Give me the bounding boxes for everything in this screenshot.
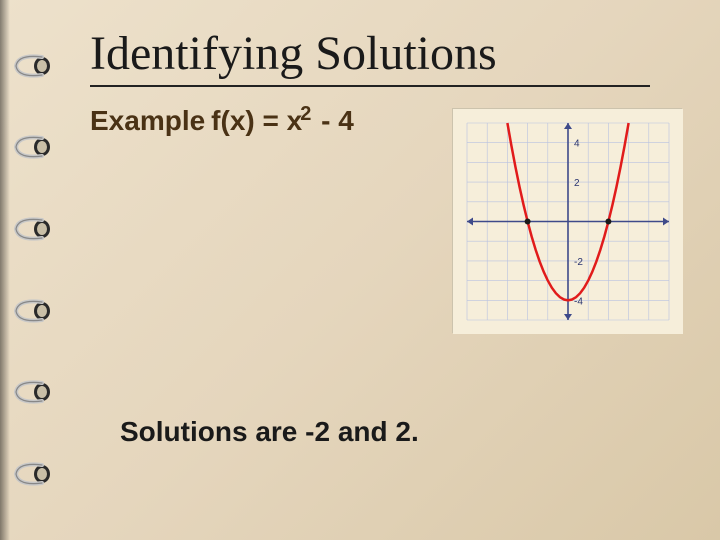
- binder-rings: [12, 0, 67, 540]
- svg-text:-2: -2: [574, 257, 583, 268]
- binder-ring: [12, 129, 54, 165]
- example-function: f(x) = x2 - 4: [211, 105, 354, 137]
- example-label: Example: [90, 105, 205, 137]
- svg-text:2: 2: [574, 178, 580, 189]
- slide: Identifying Solutions Example f(x) = x2 …: [0, 0, 720, 540]
- solutions-text: Solutions are -2 and 2.: [120, 416, 419, 448]
- binder-ring: [12, 293, 54, 329]
- slide-title: Identifying Solutions: [90, 26, 680, 81]
- binder-ring: [12, 211, 54, 247]
- binder-ring: [12, 48, 54, 84]
- parabola-chart: -4-224: [452, 108, 682, 333]
- left-shadow: [0, 0, 10, 540]
- chart-svg: -4-224: [453, 109, 683, 334]
- func-suffix: - 4: [313, 105, 353, 136]
- func-prefix: f(x) = x: [211, 105, 302, 136]
- title-underline: [90, 85, 650, 87]
- binder-ring: [12, 456, 54, 492]
- binder-ring: [12, 374, 54, 410]
- svg-text:4: 4: [574, 139, 580, 150]
- func-exponent: 2: [300, 103, 311, 125]
